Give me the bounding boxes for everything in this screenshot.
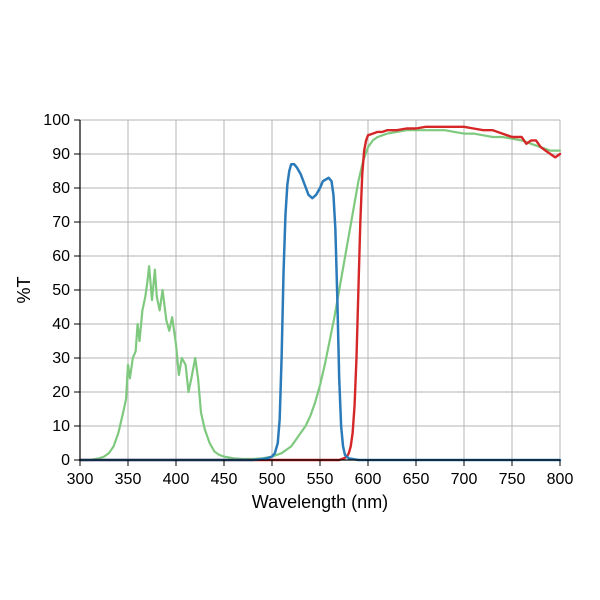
y-tick-label: 90 <box>52 146 70 163</box>
y-tick-label: 60 <box>52 248 70 265</box>
x-tick-label: 350 <box>115 471 142 488</box>
y-tick-label: 80 <box>52 180 70 197</box>
y-tick-label: 0 <box>61 452 70 469</box>
x-axis-label: Wavelength (nm) <box>252 492 388 512</box>
y-tick-label: 10 <box>52 418 70 435</box>
chart-svg: 300 350 400 450 500 550 600 650 700 750 800 0 10 20 30… <box>0 0 600 600</box>
y-tick-label: 30 <box>52 350 70 367</box>
y-tick-label: 50 <box>52 282 70 299</box>
y-axis-label: %T <box>14 276 34 303</box>
y-tick-label: 40 <box>52 316 70 333</box>
x-tick-label: 400 <box>163 471 190 488</box>
x-tick-label: 500 <box>259 471 286 488</box>
x-tick-label: 650 <box>403 471 430 488</box>
y-tick-label: 70 <box>52 214 70 231</box>
x-tick-label: 300 <box>67 471 94 488</box>
x-tick-label: 600 <box>355 471 382 488</box>
y-tick-label: 20 <box>52 384 70 401</box>
x-tick-label: 800 <box>547 471 574 488</box>
x-tick-label: 750 <box>499 471 526 488</box>
y-tick-label: 100 <box>43 112 70 129</box>
x-tick-label: 450 <box>211 471 238 488</box>
transmission-spectrum-chart: 300 350 400 450 500 550 600 650 700 750 800 0 10 20 30… <box>0 0 600 600</box>
x-tick-label: 700 <box>451 471 478 488</box>
x-tick-label: 550 <box>307 471 334 488</box>
